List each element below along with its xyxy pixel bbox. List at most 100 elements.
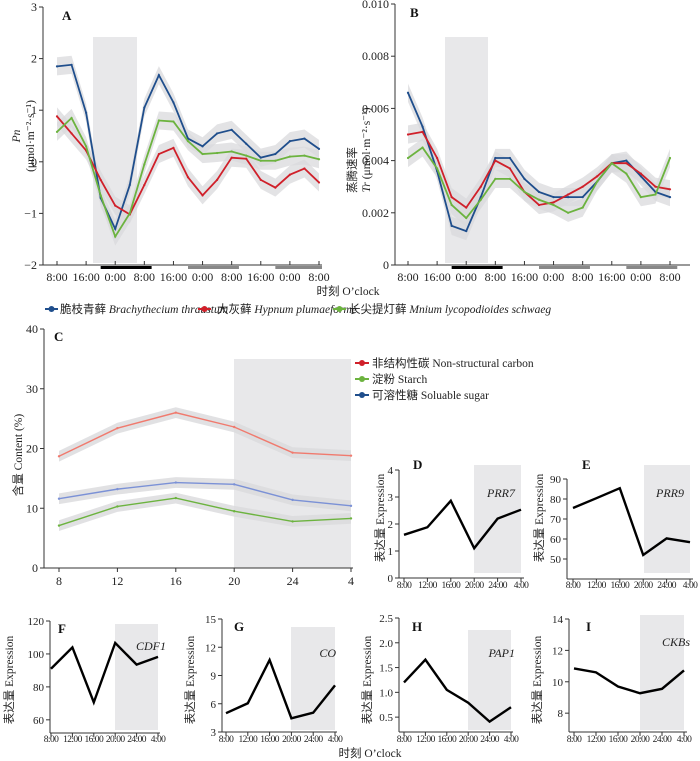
data-point	[57, 497, 61, 500]
svg-text:脆枝青藓 Brachythecium thraustum: 脆枝青藓 Brachythecium thraustum	[60, 302, 228, 316]
legend-marker-dot	[359, 392, 365, 398]
expression-line	[572, 486, 691, 557]
panel-c: 40 30 20 10 0 C 8 12 16 20 24 4 含量 Content (%)	[11, 322, 354, 588]
y-tick-label: −2	[24, 258, 37, 272]
x-tick-label: 24:00	[480, 735, 499, 745]
x-tick-label: 0:00	[192, 270, 213, 284]
legend-species: 脆枝青藓 Brachythecium thraustum 大灰藓 Hypnum …	[45, 302, 551, 316]
x-tick-label: 16:00	[598, 270, 625, 284]
x-tick-label: 4:00	[683, 581, 698, 591]
x-tick-label: 16:00	[72, 270, 99, 284]
y-tick-label: 12	[205, 642, 216, 654]
y-tick-label: 40	[26, 322, 38, 336]
y-tick-label: 20	[26, 442, 38, 456]
night-shade	[468, 630, 511, 730]
data-point	[479, 185, 482, 188]
expression-line	[50, 640, 159, 706]
data-point	[233, 510, 236, 513]
data-point	[55, 65, 59, 68]
data-point	[114, 227, 117, 230]
y-tick-label: 10	[26, 501, 38, 515]
data-point	[230, 150, 233, 153]
y-tick-label: 0	[31, 155, 37, 169]
x-tick-label: 0:00	[630, 270, 651, 284]
x-tick-label: 12:00	[63, 735, 82, 745]
data-point	[259, 178, 262, 181]
data-point	[174, 496, 177, 500]
data-point	[581, 185, 584, 188]
data-point	[291, 498, 294, 502]
legend-label-cn: 长尖提灯藓	[349, 302, 407, 316]
data-point	[230, 128, 233, 131]
legend-marker-dot	[359, 360, 365, 366]
gene-label: PRR7	[486, 486, 516, 500]
x-tick-label: 16:00	[437, 735, 456, 745]
data-point	[317, 181, 321, 184]
data-point	[537, 203, 541, 207]
data-point	[436, 156, 439, 160]
data-point	[479, 198, 482, 201]
data-point	[274, 186, 277, 189]
y-tick-label: 10	[552, 677, 564, 689]
data-point	[581, 206, 584, 209]
data-point	[436, 167, 439, 170]
data-point	[450, 196, 453, 199]
data-point	[596, 175, 599, 178]
x-tick-label: 8:00	[397, 735, 412, 745]
y-axis-label-cn: 蒸腾速率	[345, 147, 359, 193]
data-point	[639, 172, 642, 175]
expression-line	[403, 498, 522, 551]
data-point	[421, 146, 424, 149]
y-tick-label: 9	[211, 671, 217, 683]
gene-label: PAP1	[488, 646, 515, 660]
panel-h: 2.5 2.0 1.5 1.0 0.5 H 8:00 12:00 16:00 20:00 24:00…	[360, 613, 520, 745]
x-tick-label: 24:00	[653, 735, 672, 745]
x-tick-label: 8:00	[659, 270, 680, 284]
y-tick-label: 1.0	[379, 687, 393, 699]
y-tick-label: 15	[205, 614, 217, 626]
legend-item-hypnum: 大灰藓 Hypnum plumaeforme	[198, 302, 357, 316]
data-point	[99, 194, 102, 197]
x-tick-label: 20:00	[106, 735, 125, 745]
data-point	[537, 198, 541, 201]
y-tick-label: 4	[388, 465, 394, 477]
data-point	[274, 152, 277, 156]
x-tick-label: 20:00	[631, 735, 650, 745]
data-point	[567, 196, 570, 199]
data-point	[116, 426, 119, 430]
x-tick-label: 16:00	[609, 735, 628, 745]
data-point	[303, 137, 306, 140]
panel-label: H	[412, 619, 422, 634]
data-point	[406, 156, 410, 160]
y-axis-label: 表达量 Expression	[530, 636, 544, 725]
data-point	[216, 151, 219, 155]
data-point	[567, 211, 570, 214]
x-tick-label: 12:00	[418, 581, 437, 591]
data-point	[57, 524, 61, 527]
data-point	[421, 125, 424, 128]
data-point	[116, 487, 119, 491]
confidence-ribbon	[59, 477, 351, 512]
data-point	[216, 132, 219, 135]
data-point	[349, 517, 353, 520]
data-point	[523, 190, 526, 194]
data-point	[245, 154, 248, 157]
data-point	[625, 162, 628, 165]
panel-label: D	[413, 457, 422, 472]
data-point	[55, 115, 59, 118]
legend-marker-dot	[359, 376, 365, 382]
y-axis-label: 表达量 Expression	[373, 474, 387, 563]
panel-i: 14 12 10 8 I 8:00 12:00 16:00 20:00 24:00 4:00 CKBs…	[530, 614, 693, 745]
night-shade	[640, 615, 684, 730]
data-point	[245, 157, 248, 160]
gene-label: CO	[319, 646, 336, 660]
data-point	[552, 196, 555, 199]
data-point	[596, 180, 599, 183]
data-point	[581, 196, 584, 199]
night-shade	[644, 465, 690, 573]
data-point	[201, 152, 204, 156]
night-shade	[291, 627, 335, 730]
y-tick-label: 14	[552, 614, 564, 626]
x-tick-label: 24:00	[657, 581, 676, 591]
data-point	[114, 235, 117, 238]
